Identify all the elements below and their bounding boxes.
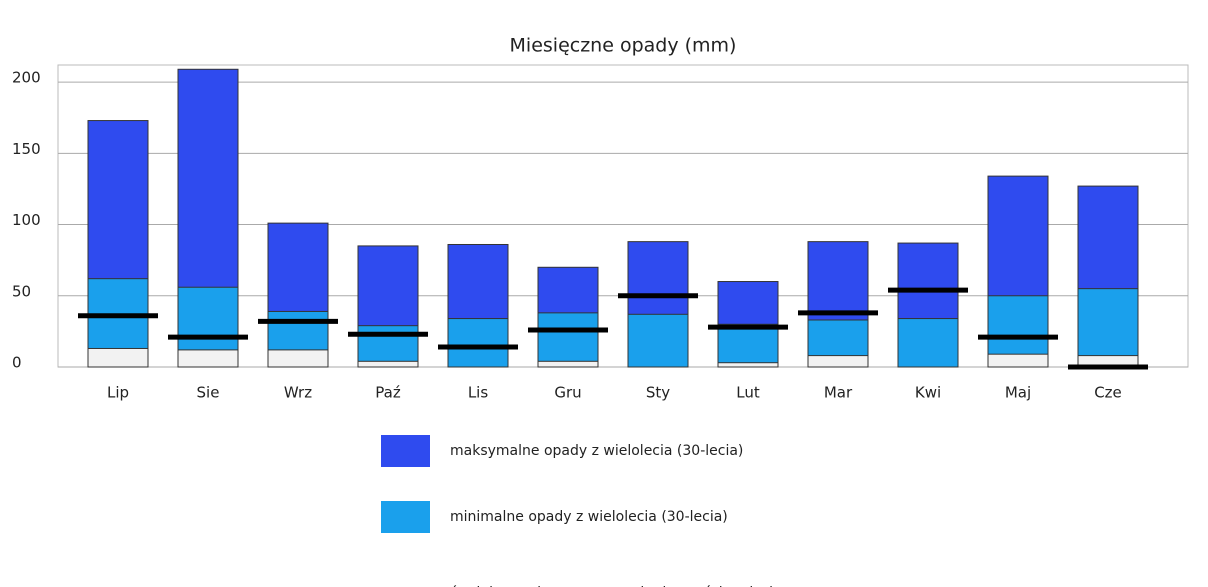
legend-label: średnie opady przez ostatnie dwanaście m…	[450, 585, 798, 587]
x-tick-label: Paź	[375, 384, 401, 402]
x-tick-label: Sty	[646, 384, 670, 402]
bar	[717, 323, 779, 368]
bar	[717, 362, 779, 368]
x-tick-label: Lis	[468, 384, 489, 402]
chart-title: Miesięczne opady (mm)	[510, 35, 737, 57]
x-tick-label: Sie	[197, 384, 220, 402]
legend-swatch	[381, 435, 430, 467]
y-tick-label: 50	[12, 282, 31, 300]
x-tick-label: Lip	[107, 384, 129, 402]
y-tick-label: 150	[12, 140, 41, 158]
x-tick-label: Kwi	[915, 384, 941, 402]
bar	[87, 347, 149, 368]
bar	[537, 312, 599, 368]
bar	[627, 313, 689, 368]
x-tick-label: Maj	[1005, 384, 1031, 402]
x-tick-label: Cze	[1094, 384, 1122, 402]
bar	[357, 360, 419, 368]
bar	[537, 360, 599, 368]
y-tick-label: 0	[12, 354, 22, 372]
x-tick-label: Gru	[554, 384, 581, 402]
bar	[807, 355, 869, 368]
bar	[1077, 288, 1139, 368]
x-tick-label: Lut	[736, 384, 760, 402]
x-tick-label: Wrz	[284, 384, 312, 402]
legend-label: minimalne opady z wielolecia (30-lecia)	[450, 509, 728, 525]
bar	[987, 353, 1049, 368]
x-tick-label: Mar	[824, 384, 853, 402]
bar	[897, 318, 959, 368]
bar	[447, 318, 509, 368]
y-tick-label: 100	[12, 211, 41, 229]
legend-label: maksymalne opady z wielolecia (30-lecia)	[450, 443, 743, 459]
legend-swatch	[381, 501, 430, 533]
bar	[177, 349, 239, 368]
bar	[267, 349, 329, 368]
y-tick-label: 200	[12, 69, 41, 87]
